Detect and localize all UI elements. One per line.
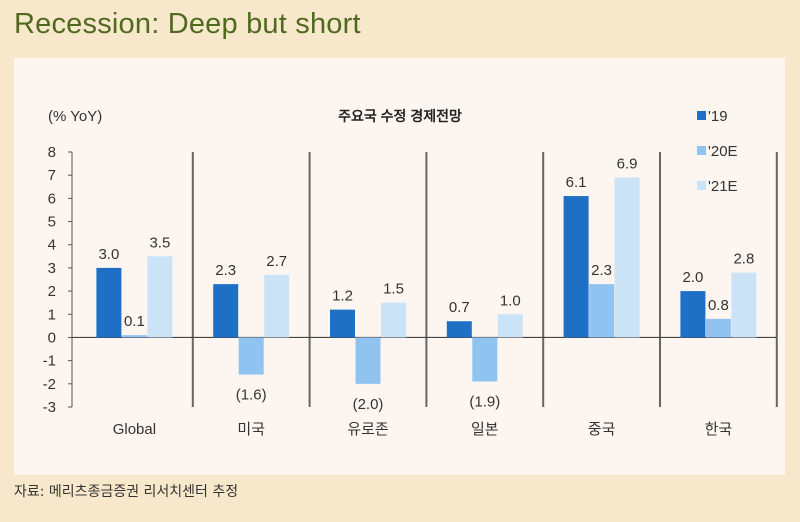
data-label: 3.0 xyxy=(98,246,119,263)
bar-21E-2 xyxy=(381,302,406,338)
legend-swatch xyxy=(697,146,706,155)
category-label: 유로존 xyxy=(347,421,389,438)
chart-title: 주요국 수정 경제전망 xyxy=(338,108,462,124)
data-label: 1.5 xyxy=(383,281,404,298)
data-label: 2.7 xyxy=(266,253,287,270)
data-label: 1.0 xyxy=(500,292,521,309)
data-label: 2.3 xyxy=(591,262,612,279)
data-label: 1.2 xyxy=(332,288,353,305)
data-label: 2.0 xyxy=(682,269,703,286)
category-label: 일본 xyxy=(471,421,499,438)
y-tick-label: 0 xyxy=(48,329,56,346)
y-tick-label: 6 xyxy=(48,190,56,207)
bar-19-3 xyxy=(446,321,472,338)
data-label: 2.8 xyxy=(733,251,754,268)
y-tick-label: -2 xyxy=(43,376,56,393)
bar-20E-5 xyxy=(705,318,731,338)
bar-19-4 xyxy=(563,196,589,338)
bar-19-1 xyxy=(213,284,239,338)
bar-20E-1 xyxy=(238,337,264,375)
y-tick-label: -3 xyxy=(43,399,56,416)
bar-21E-5 xyxy=(731,272,757,338)
data-label: 6.1 xyxy=(566,174,587,191)
legend-swatch xyxy=(697,111,706,120)
data-label: 0.8 xyxy=(708,297,729,314)
bar-21E-3 xyxy=(497,314,523,338)
data-label: (1.9) xyxy=(469,394,500,411)
data-label: (2.0) xyxy=(353,396,384,413)
bar-21E-1 xyxy=(264,274,290,338)
bar-20E-4 xyxy=(589,284,615,338)
data-label: (1.6) xyxy=(236,387,267,404)
source-note: 자료: 메리츠종금증권 리서치센터 추정 xyxy=(14,484,239,500)
y-tick-label: 5 xyxy=(48,214,56,231)
bar-19-5 xyxy=(680,291,706,338)
bar-20E-3 xyxy=(472,337,498,382)
bar-19-0 xyxy=(96,267,122,338)
bar-20E-2 xyxy=(355,337,381,384)
data-label: 0.7 xyxy=(449,299,470,316)
data-label: 3.5 xyxy=(149,234,170,251)
legend-label: '21E xyxy=(708,178,738,195)
category-label: 한국 xyxy=(705,421,733,438)
y-tick-label: 8 xyxy=(48,144,56,161)
chart-panel xyxy=(14,58,785,475)
legend-label: '19 xyxy=(708,108,728,125)
data-label: 0.1 xyxy=(124,313,145,330)
y-axis-label: (% YoY) xyxy=(48,108,102,125)
y-tick-label: 4 xyxy=(48,237,56,254)
bar-19-2 xyxy=(330,309,355,338)
category-label: Global xyxy=(113,421,156,438)
bar-21E-0 xyxy=(147,256,173,338)
data-label: 6.9 xyxy=(617,156,638,173)
data-label: 2.3 xyxy=(215,262,236,279)
bar-21E-4 xyxy=(614,177,640,338)
y-tick-label: 3 xyxy=(48,260,56,277)
y-tick-label: 7 xyxy=(48,167,56,184)
y-tick-label: -1 xyxy=(43,353,56,370)
legend-swatch xyxy=(697,181,706,190)
y-tick-label: 2 xyxy=(48,283,56,300)
y-tick-label: 1 xyxy=(48,306,56,323)
bar-20E-0 xyxy=(121,335,147,338)
page-title: Recession: Deep but short xyxy=(14,8,361,40)
category-label: 미국 xyxy=(237,421,265,438)
category-label: 중국 xyxy=(588,421,616,438)
legend-label: '20E xyxy=(708,143,738,160)
